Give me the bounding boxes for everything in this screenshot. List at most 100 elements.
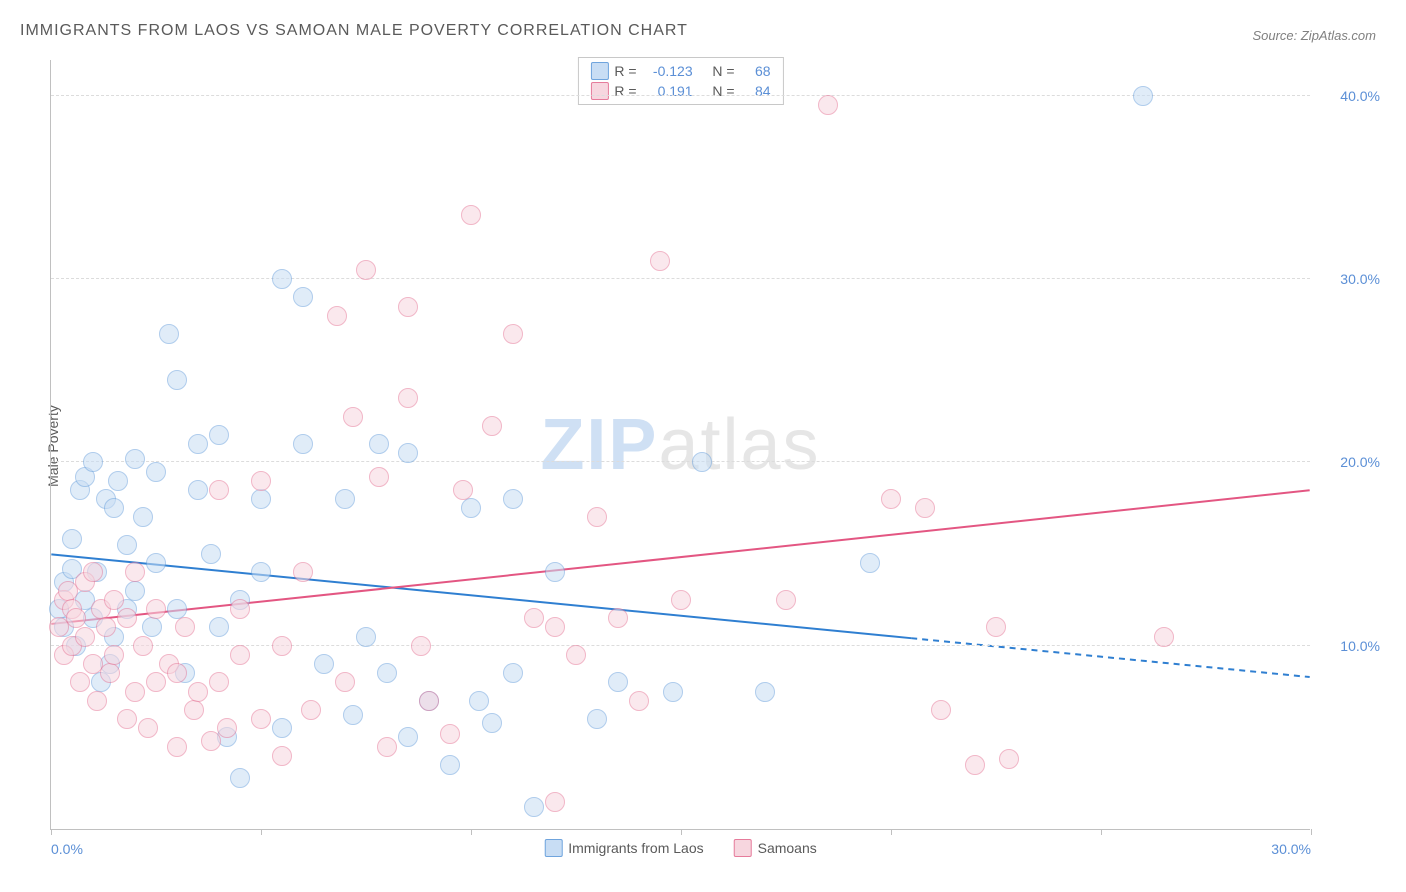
scatter-point bbox=[986, 617, 1006, 637]
scatter-point bbox=[108, 471, 128, 491]
scatter-point bbox=[251, 471, 271, 491]
legend-r-value: -0.123 bbox=[643, 63, 693, 79]
source-prefix: Source: bbox=[1252, 28, 1300, 43]
scatter-point bbox=[301, 700, 321, 720]
series-legend-label: Samoans bbox=[758, 840, 817, 856]
scatter-point bbox=[293, 287, 313, 307]
x-tick bbox=[1101, 829, 1102, 835]
scatter-point bbox=[117, 709, 137, 729]
scatter-point bbox=[503, 324, 523, 344]
scatter-point bbox=[398, 388, 418, 408]
scatter-point bbox=[175, 617, 195, 637]
y-tick-label: 30.0% bbox=[1320, 271, 1380, 287]
scatter-point bbox=[369, 467, 389, 487]
scatter-point bbox=[230, 599, 250, 619]
scatter-point bbox=[251, 709, 271, 729]
scatter-point bbox=[663, 682, 683, 702]
scatter-point bbox=[188, 682, 208, 702]
scatter-point bbox=[133, 636, 153, 656]
scatter-point bbox=[327, 306, 347, 326]
scatter-point bbox=[545, 562, 565, 582]
scatter-point bbox=[62, 529, 82, 549]
scatter-point bbox=[146, 462, 166, 482]
legend-n-value: 84 bbox=[741, 83, 771, 99]
y-tick-label: 10.0% bbox=[1320, 638, 1380, 654]
scatter-point bbox=[398, 443, 418, 463]
scatter-point bbox=[377, 737, 397, 757]
legend-swatch bbox=[544, 839, 562, 857]
scatter-point bbox=[96, 617, 116, 637]
scatter-point bbox=[125, 449, 145, 469]
scatter-point bbox=[251, 489, 271, 509]
x-tick-label: 0.0% bbox=[51, 841, 83, 857]
series-legend: Immigrants from Laos Samoans bbox=[544, 839, 817, 857]
x-tick bbox=[471, 829, 472, 835]
source-attribution: Source: ZipAtlas.com bbox=[1252, 28, 1376, 43]
scatter-point bbox=[692, 452, 712, 472]
scatter-point bbox=[503, 663, 523, 683]
scatter-point bbox=[545, 792, 565, 812]
scatter-point bbox=[482, 713, 502, 733]
y-tick-label: 40.0% bbox=[1320, 88, 1380, 104]
scatter-point bbox=[100, 663, 120, 683]
scatter-point bbox=[209, 672, 229, 692]
legend-r-label: R = bbox=[614, 83, 636, 99]
scatter-point bbox=[524, 797, 544, 817]
y-tick-label: 20.0% bbox=[1320, 454, 1380, 470]
x-tick bbox=[1311, 829, 1312, 835]
trend-lines-svg bbox=[51, 60, 1310, 829]
scatter-point bbox=[104, 645, 124, 665]
scatter-point bbox=[314, 654, 334, 674]
scatter-point bbox=[104, 590, 124, 610]
legend-n-label: N = bbox=[712, 63, 734, 79]
legend-swatch bbox=[590, 62, 608, 80]
legend-swatch bbox=[734, 839, 752, 857]
series-legend-item: Immigrants from Laos bbox=[544, 839, 703, 857]
legend-n-value: 68 bbox=[741, 63, 771, 79]
scatter-point bbox=[117, 535, 137, 555]
scatter-point bbox=[125, 581, 145, 601]
legend-n-label: N = bbox=[712, 83, 734, 99]
scatter-point bbox=[272, 746, 292, 766]
correlation-legend-row: R =-0.123 N =68 bbox=[590, 62, 770, 80]
scatter-point bbox=[83, 452, 103, 472]
scatter-point bbox=[146, 553, 166, 573]
scatter-point bbox=[587, 507, 607, 527]
scatter-point bbox=[377, 663, 397, 683]
scatter-point bbox=[146, 599, 166, 619]
scatter-point bbox=[587, 709, 607, 729]
scatter-point bbox=[83, 562, 103, 582]
scatter-point bbox=[776, 590, 796, 610]
scatter-point bbox=[860, 553, 880, 573]
scatter-point bbox=[650, 251, 670, 271]
scatter-point bbox=[915, 498, 935, 518]
scatter-point bbox=[411, 636, 431, 656]
scatter-point bbox=[272, 636, 292, 656]
scatter-point bbox=[117, 608, 137, 628]
scatter-point bbox=[818, 95, 838, 115]
scatter-point bbox=[1133, 86, 1153, 106]
scatter-point bbox=[184, 700, 204, 720]
scatter-point bbox=[293, 434, 313, 454]
gridline-horizontal bbox=[51, 95, 1310, 96]
scatter-point bbox=[188, 480, 208, 500]
scatter-point bbox=[167, 370, 187, 390]
scatter-point bbox=[398, 727, 418, 747]
scatter-point bbox=[201, 731, 221, 751]
scatter-point bbox=[469, 691, 489, 711]
scatter-point bbox=[142, 617, 162, 637]
scatter-point bbox=[167, 599, 187, 619]
gridline-horizontal bbox=[51, 461, 1310, 462]
x-tick bbox=[681, 829, 682, 835]
source-name: ZipAtlas.com bbox=[1301, 28, 1376, 43]
scatter-point bbox=[70, 672, 90, 692]
scatter-point bbox=[453, 480, 473, 500]
scatter-point bbox=[343, 407, 363, 427]
scatter-point bbox=[75, 627, 95, 647]
scatter-point bbox=[272, 718, 292, 738]
scatter-point bbox=[230, 645, 250, 665]
scatter-point bbox=[482, 416, 502, 436]
scatter-point bbox=[335, 672, 355, 692]
scatter-point bbox=[608, 608, 628, 628]
series-legend-item: Samoans bbox=[734, 839, 817, 857]
